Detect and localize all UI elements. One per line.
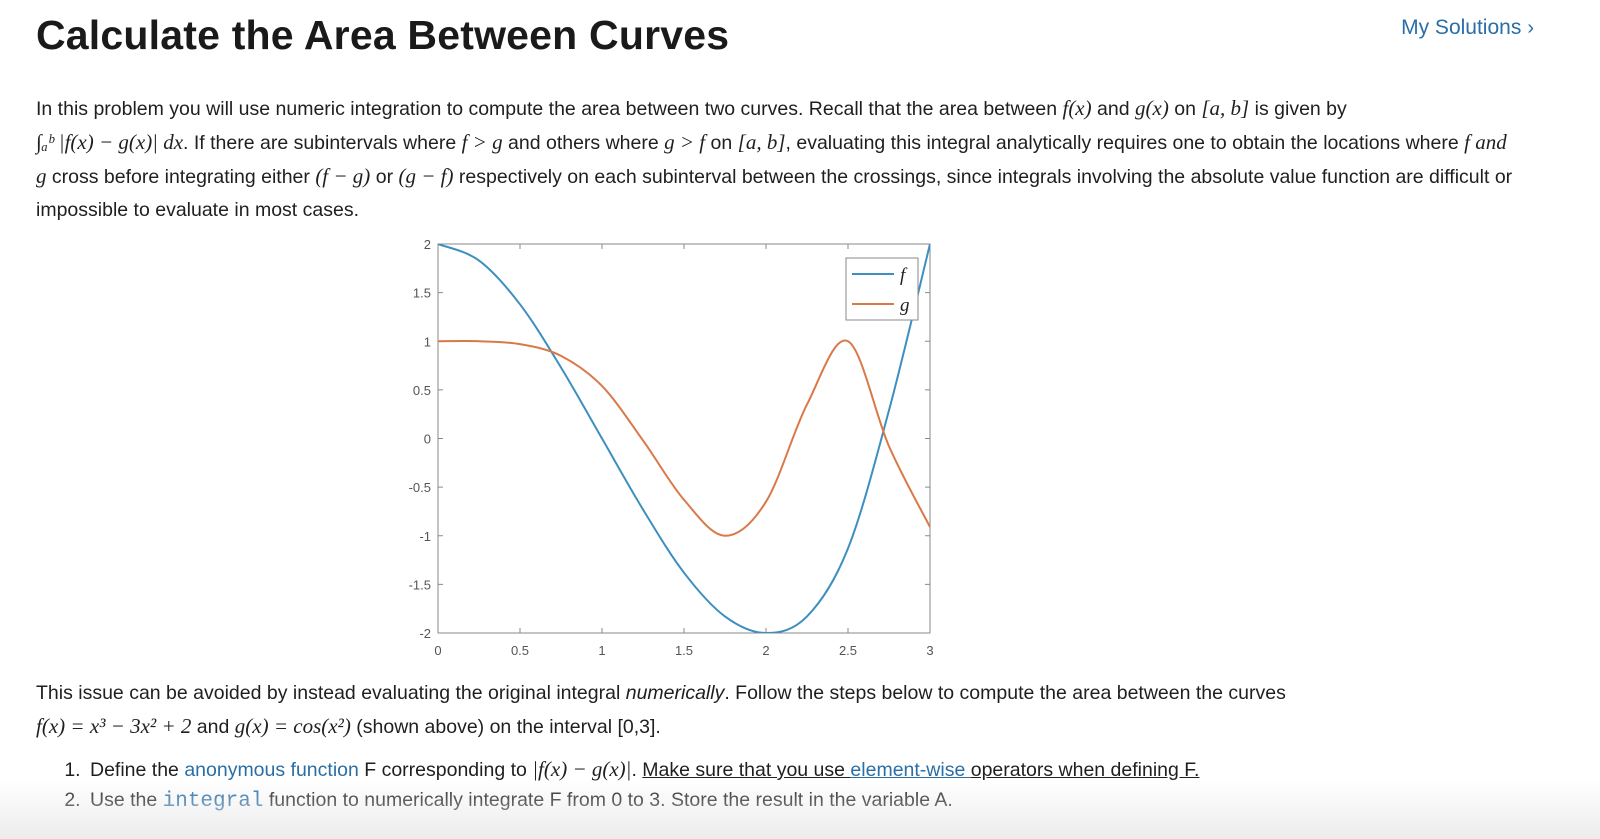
- x-tick-label: 0.5: [511, 643, 529, 658]
- y-tick-label: -0.5: [409, 480, 431, 495]
- my-solutions-link[interactable]: My Solutions ›: [1401, 16, 1534, 40]
- math-gx: g(x): [1135, 96, 1169, 120]
- x-tick-label: 1: [598, 643, 605, 658]
- intro-or: or: [370, 166, 399, 188]
- math-f-minus-g: (f − g): [315, 164, 371, 188]
- y-tick-label: -1.5: [409, 577, 431, 592]
- element-wise-link[interactable]: element-wise: [850, 759, 971, 781]
- math-fx: f(x): [1062, 96, 1092, 120]
- step-1-mid: F corresponding to: [358, 759, 533, 781]
- chevron-right-icon: ›: [1527, 17, 1534, 39]
- step-2-post: function to numerically integrate F from…: [263, 789, 953, 811]
- followup-and: and: [191, 716, 235, 738]
- math-integral: ∫ₐᵇ |f(x) − g(x)| dx: [36, 130, 184, 154]
- step-2: Use the integral function to numerically…: [86, 785, 1199, 817]
- math-f-and-g: f and g: [36, 130, 1507, 188]
- x-tick-label: 0: [434, 643, 441, 658]
- intro-on-2: on: [705, 132, 738, 154]
- intro-on: on: [1168, 98, 1202, 120]
- y-tick-label: -1: [419, 529, 431, 544]
- my-solutions-label: My Solutions: [1401, 16, 1522, 39]
- area-between-curves-plot: 0 0.5 1 1.5 2 2.5 3 2 1.5 1 0.5 0 -0.5 -1 -1.5 -2 fg: [409, 237, 934, 658]
- math-f-gt-g: f > g: [461, 130, 503, 154]
- step-1-dot: .: [631, 759, 643, 781]
- math-abs-difference: |f(x) − g(x)|: [532, 757, 632, 781]
- series-f-line: [438, 244, 930, 633]
- math-g-definition: g(x) = cos(x²): [234, 714, 351, 738]
- intro-paragraph: In this problem you will use numeric int…: [36, 92, 1516, 227]
- intro-text-5: , evaluating this integral analytically …: [785, 132, 1465, 154]
- step-1: Define the anonymous function F correspo…: [86, 754, 1199, 785]
- step-1-pre: Define the: [90, 759, 185, 781]
- y-tick-label: -2: [419, 626, 431, 641]
- legend-label-g: g: [900, 295, 910, 316]
- intro-text-6: cross before integrating either: [46, 166, 316, 188]
- followup-numerically: numerically: [625, 682, 725, 704]
- intro-text-3: . If there are subintervals where: [183, 132, 462, 154]
- followup-text-2: . Follow the steps below to compute the …: [724, 682, 1286, 704]
- y-tick-label: 1: [424, 334, 431, 349]
- math-g-gt-f: g > f: [664, 130, 706, 154]
- legend-box: [845, 257, 919, 321]
- math-f-definition: f(x) = x³ − 3x² + 2: [36, 714, 192, 738]
- page-title: Calculate the Area Between Curves: [36, 12, 730, 58]
- intro-text-1: In this problem you will use numeric int…: [36, 98, 1063, 120]
- step-1-underlined-2: operators when defining F.: [970, 759, 1200, 781]
- followup-paragraph: This issue can be avoided by instead eva…: [36, 677, 1516, 744]
- intro-text-4: and others where: [502, 132, 665, 154]
- step-2-pre: Use the: [90, 789, 163, 811]
- math-g-minus-f: (g − f): [398, 164, 454, 188]
- y-tick-label: 2: [424, 237, 431, 252]
- math-interval-2: [a, b]: [737, 130, 786, 154]
- legend-label-f: f: [900, 265, 908, 286]
- intro-and: and: [1091, 98, 1136, 120]
- x-tick-label: 2: [762, 643, 769, 658]
- y-tick-label: 0: [424, 432, 431, 447]
- integral-function-link[interactable]: integral: [162, 790, 264, 813]
- y-tick-label: 0.5: [413, 383, 431, 398]
- math-interval: [a, b]: [1201, 96, 1250, 120]
- intro-text-7: respectively on each subinterval between…: [36, 166, 1513, 221]
- intro-text-2: is given by: [1249, 98, 1347, 120]
- followup-text-1: This issue can be avoided by instead eva…: [36, 682, 626, 704]
- x-tick-label: 1.5: [675, 643, 693, 658]
- steps-list: Define the anonymous function F correspo…: [56, 754, 1199, 817]
- x-tick-label: 3: [926, 643, 933, 658]
- anonymous-function-link[interactable]: anonymous function: [184, 759, 359, 781]
- series-g-line: [438, 339, 930, 537]
- y-tick-label: 1.5: [413, 286, 431, 301]
- step-1-underlined-1: Make sure that you use: [642, 759, 851, 781]
- x-tick-label: 2.5: [839, 643, 857, 658]
- followup-text-3: (shown above) on the interval [0,3].: [350, 716, 661, 738]
